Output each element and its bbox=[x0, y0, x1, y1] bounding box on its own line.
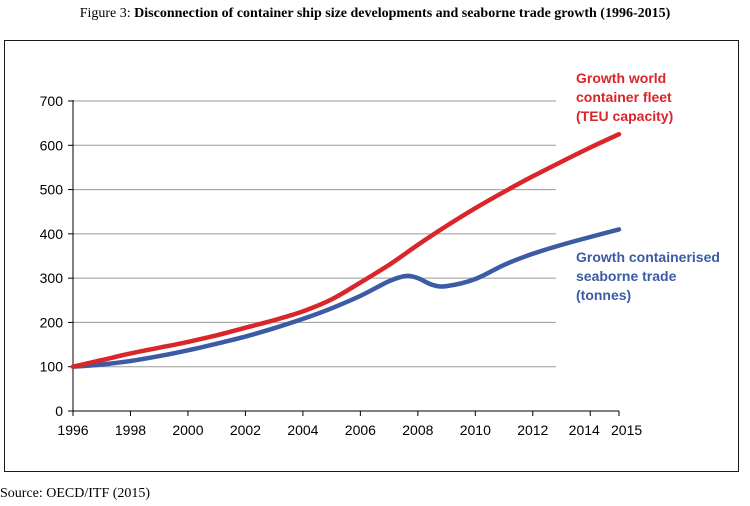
figure-title: Disconnection of container ship size dev… bbox=[134, 6, 671, 21]
x-tick-label-2000: 2000 bbox=[172, 422, 203, 438]
y-tick-label-0: 0 bbox=[55, 403, 63, 419]
y-tick-label-400: 400 bbox=[40, 226, 64, 242]
annotation-trade-line-1: Growth containerised bbox=[576, 249, 720, 265]
gridlines bbox=[73, 100, 556, 368]
x-tick-label-2010: 2010 bbox=[460, 422, 491, 438]
x-tick-label-2015: 2015 bbox=[611, 422, 642, 438]
y-tick-label-300: 300 bbox=[40, 270, 64, 286]
x-tick-label-2012: 2012 bbox=[517, 422, 548, 438]
figure-caption: Figure 3: Disconnection of container shi… bbox=[0, 6, 750, 22]
axes bbox=[68, 100, 620, 416]
y-tick-label-500: 500 bbox=[40, 182, 64, 198]
y-tick-label-700: 700 bbox=[40, 93, 64, 109]
x-tick-label-2004: 2004 bbox=[287, 422, 318, 438]
series-lines bbox=[70, 131, 622, 369]
annotation-fleet-line-2: container fleet bbox=[576, 89, 672, 105]
figure-number: Figure 3: bbox=[79, 6, 135, 21]
annotation-trade: Growth containerised seaborne trade (tonne… bbox=[576, 249, 720, 303]
chart-frame bbox=[4, 40, 739, 472]
annotation-fleet-line-3: (TEU capacity) bbox=[576, 108, 673, 124]
y-tick-label-600: 600 bbox=[40, 137, 64, 153]
source-note: Source: OECD/ITF (2015) bbox=[0, 486, 151, 501]
x-tick-label-2014: 2014 bbox=[569, 422, 600, 438]
annotation-trade-line-3: (tonnes) bbox=[576, 287, 631, 303]
x-tick-label-1996: 1996 bbox=[57, 422, 88, 438]
series-line-fleet-teu bbox=[70, 131, 622, 369]
series-annotations: Growth world container fleet (TEU capacity… bbox=[576, 70, 720, 303]
x-tick-label-2002: 2002 bbox=[230, 422, 261, 438]
annotation-fleet-line-1: Growth world bbox=[576, 70, 666, 86]
y-tick-label-200: 200 bbox=[40, 314, 64, 330]
y-tick-label-100: 100 bbox=[40, 359, 64, 375]
x-tick-label-1998: 1998 bbox=[115, 422, 146, 438]
annotation-trade-line-2: seaborne trade bbox=[576, 268, 677, 284]
annotation-fleet: Growth world container fleet (TEU capacity… bbox=[576, 70, 673, 124]
x-tick-label-2008: 2008 bbox=[402, 422, 433, 438]
series-line-seaborne-trade bbox=[70, 227, 622, 369]
tick-labels: 0 100 200 300 400 500 600 700 1996 1998 2000 2002 20… bbox=[40, 93, 643, 438]
x-tick-label-2006: 2006 bbox=[345, 422, 376, 438]
